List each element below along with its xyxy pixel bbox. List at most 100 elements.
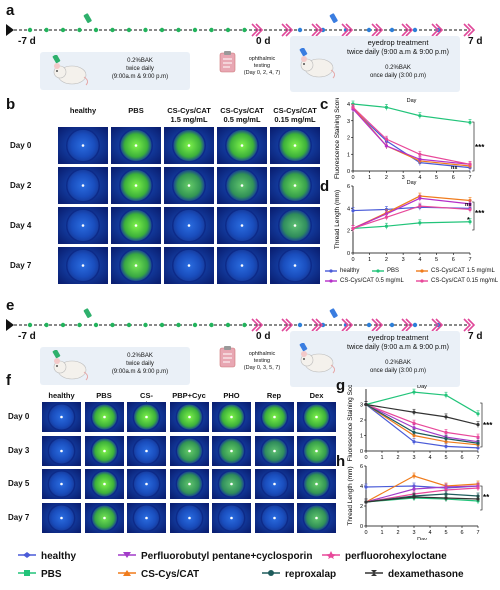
x-tick-label: 6 xyxy=(460,530,463,536)
bak-text-e: 0.2%BAK twice daily (9:00a.m & 9:00 p.m) xyxy=(92,353,188,376)
eye-image xyxy=(254,402,294,432)
data-point xyxy=(476,435,480,439)
legend-item: CS-Cys/CAT xyxy=(118,569,199,580)
panel-f-label: f xyxy=(6,372,11,389)
y-tick-label: 0 xyxy=(360,524,363,530)
x-tick-label: 6 xyxy=(452,175,455,181)
x-tick-label: 7 xyxy=(468,175,471,181)
y-tick-label: 0 xyxy=(360,449,363,455)
series-line xyxy=(365,485,479,503)
col-header: Rep xyxy=(266,391,282,400)
bak-sub1-e: twice daily xyxy=(126,360,154,367)
legend-label: PBS xyxy=(387,268,400,274)
significance-bracket xyxy=(472,201,475,231)
eye-image xyxy=(217,167,267,204)
data-point xyxy=(364,500,368,504)
chart-c: 0 1 2 3 4 0 1 2 3 4 5 6 7 Day Fluorescence Staining Sc… xyxy=(334,98,485,181)
timeline-a-bak-dot xyxy=(159,27,165,33)
legend-item: CS-Cys/CAT 1.5 mg/mL xyxy=(416,268,495,274)
y-tick-label: 1 xyxy=(360,434,363,440)
data-point xyxy=(384,137,389,141)
data-point xyxy=(444,496,448,500)
treat-title2-e: twice daily (9:00 a.m & 9:00 p.m) xyxy=(347,343,449,351)
data-point xyxy=(476,497,480,501)
data-point xyxy=(384,105,389,109)
timeline-a-bak-dot xyxy=(60,27,66,33)
row-header: Day 2 xyxy=(10,180,32,190)
data-point xyxy=(351,105,355,109)
series-line xyxy=(352,221,471,230)
timeline-e-bak-dot xyxy=(27,322,33,328)
timeline-e-bak-dot xyxy=(225,322,231,328)
timeline-e-treat-dot xyxy=(412,322,418,328)
y-tick-label: 0 xyxy=(347,251,350,257)
data-point xyxy=(444,430,448,434)
row-header: Day 4 xyxy=(10,220,32,230)
eye-image xyxy=(169,469,209,499)
eye-image xyxy=(217,127,267,164)
eye-image xyxy=(164,207,214,244)
bak-sub2-a: (9:00a.m & 9:00 p.m) xyxy=(111,73,169,80)
treat-title1-a: eyedrop treatment xyxy=(367,38,429,47)
legend-label: healthy xyxy=(41,551,77,562)
series-line xyxy=(365,403,479,444)
treat-text-a: eyedrop treatment twice daily (9:00 a.m … xyxy=(338,38,458,80)
data-point xyxy=(444,393,448,397)
timeline-e-treat-dot xyxy=(297,322,303,328)
x-tick-label: 3 xyxy=(412,455,415,461)
bak-sub1-a: twice daily xyxy=(126,65,154,72)
test-sub2-e: (Day 0, 3, 5, 7) xyxy=(243,365,281,372)
legend-label: reproxalap xyxy=(285,569,337,580)
y-tick-label: 6 xyxy=(347,184,350,190)
legend-item: perfluorohexyloctane xyxy=(322,551,447,562)
panel-e-label: e xyxy=(6,297,15,314)
timeline-e-chevron xyxy=(463,318,476,332)
eye-image xyxy=(270,207,320,244)
timeline-a-bak-dot xyxy=(110,27,115,33)
data-point xyxy=(418,221,422,225)
data-point xyxy=(351,102,355,106)
x-tick-label: 4 xyxy=(428,455,431,461)
series-line xyxy=(352,103,471,124)
x-tick-label: 4 xyxy=(418,175,421,181)
eye-image xyxy=(42,402,81,432)
panel-b-label: b xyxy=(6,96,16,113)
legend-item: healthy xyxy=(18,551,76,562)
data-point xyxy=(412,390,416,394)
timeline-a-chevron xyxy=(251,23,264,37)
data-point xyxy=(444,437,448,441)
legend-label: Perfluorobutyl pentane+cyclosporin xyxy=(141,551,313,562)
series-line xyxy=(365,391,479,415)
x-axis-label: Day xyxy=(417,537,427,540)
timeline-e-chevron xyxy=(281,318,294,332)
timeline-e-bak-dot xyxy=(192,322,198,328)
data-point xyxy=(468,198,472,203)
timeline-a-treat-dot xyxy=(389,27,395,33)
x-tick-label: 7 xyxy=(476,530,479,536)
eye-image xyxy=(127,435,166,466)
x-axis-label: Day xyxy=(407,98,417,104)
timeline-a-treat-dot xyxy=(366,27,372,33)
data-point xyxy=(351,208,355,213)
eye-image xyxy=(58,207,108,244)
timeline-e-chevron xyxy=(251,318,264,332)
data-point xyxy=(476,441,480,445)
series-line xyxy=(365,403,479,426)
x-tick-label: 0 xyxy=(351,175,354,181)
x-axis-label: Day xyxy=(407,180,417,186)
timeline-a-treat-dot xyxy=(297,27,303,33)
panel-h-label: h xyxy=(336,453,346,470)
test-sub1-a: testing xyxy=(253,63,271,70)
x-tick-label: 7 xyxy=(468,257,471,263)
eye-image xyxy=(84,502,124,533)
treat-text-e: eyedrop treatment twice daily (9:00 a.m … xyxy=(338,333,458,375)
eye-image xyxy=(111,127,161,164)
legend-label: CS-Cys/CAT 0.15 mg/mL xyxy=(431,278,499,284)
data-point xyxy=(384,224,389,228)
y-tick-label: 6 xyxy=(360,464,363,470)
eye-image xyxy=(58,167,108,204)
eye-image xyxy=(84,402,124,432)
bak-sub2-e: (9:00a.m & 9:00 p.m) xyxy=(111,368,169,375)
chart-h: 0 2 4 6 0 1 2 3 4 5 6 7 Day Thread Length (mm) ** xyxy=(347,464,490,540)
